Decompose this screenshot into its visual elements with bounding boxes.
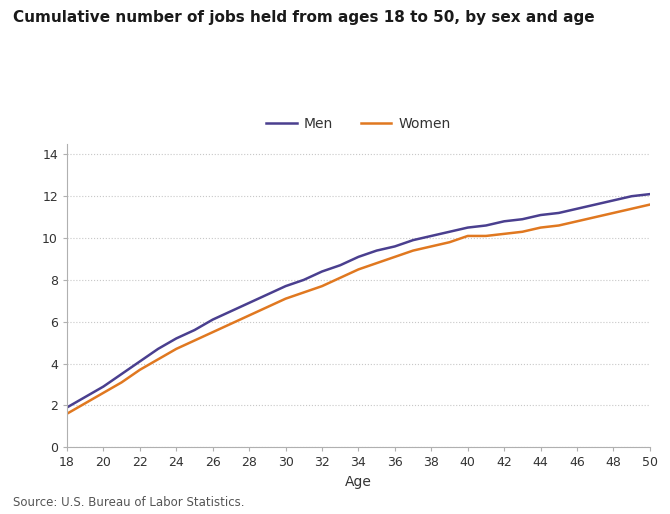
Men — [537, 212, 545, 218]
Men — [573, 206, 581, 212]
Legend: Men, Women: Men, Women — [261, 112, 456, 137]
Men — [209, 317, 217, 323]
Women — [446, 239, 454, 245]
Women — [172, 346, 180, 352]
X-axis label: Age: Age — [345, 475, 372, 489]
Men — [354, 254, 362, 260]
Women — [409, 248, 417, 254]
Men — [482, 223, 490, 229]
Women — [555, 223, 563, 229]
Women — [646, 201, 654, 208]
Women — [190, 337, 198, 343]
Men — [281, 283, 289, 289]
Women — [136, 366, 144, 373]
Men — [190, 327, 198, 333]
Men — [519, 216, 527, 222]
Women — [519, 229, 527, 235]
Men — [81, 394, 89, 400]
Women — [99, 390, 107, 396]
Women — [354, 266, 362, 272]
Women — [281, 296, 289, 302]
Men — [500, 218, 509, 225]
Men — [555, 210, 563, 216]
Women — [427, 243, 436, 249]
Women — [500, 231, 509, 237]
Men — [63, 405, 71, 411]
Men — [446, 229, 454, 235]
Women — [318, 283, 326, 289]
Women — [628, 206, 636, 212]
Men — [227, 308, 235, 315]
Women — [573, 218, 581, 225]
Line: Men: Men — [67, 194, 650, 408]
Men — [318, 268, 326, 274]
Men — [336, 262, 344, 268]
Men — [154, 346, 162, 352]
Women — [482, 233, 490, 239]
Line: Women: Women — [67, 205, 650, 414]
Women — [336, 274, 344, 281]
Women — [263, 304, 271, 310]
Women — [537, 225, 545, 231]
Men — [99, 383, 107, 390]
Women — [591, 214, 599, 220]
Women — [245, 313, 253, 319]
Men — [628, 193, 636, 199]
Men — [409, 237, 417, 243]
Men — [245, 300, 253, 306]
Women — [464, 233, 472, 239]
Women — [154, 356, 162, 362]
Text: Source: U.S. Bureau of Labor Statistics.: Source: U.S. Bureau of Labor Statistics. — [13, 496, 245, 509]
Text: Cumulative number of jobs held from ages 18 to 50, by sex and age: Cumulative number of jobs held from ages… — [13, 10, 595, 25]
Men — [646, 191, 654, 197]
Men — [591, 201, 599, 208]
Men — [610, 197, 618, 204]
Women — [391, 254, 399, 260]
Men — [427, 233, 436, 239]
Women — [610, 210, 618, 216]
Women — [227, 321, 235, 327]
Women — [209, 329, 217, 335]
Women — [63, 411, 71, 417]
Men — [391, 243, 399, 249]
Men — [464, 225, 472, 231]
Men — [263, 291, 271, 298]
Men — [136, 358, 144, 364]
Women — [373, 260, 381, 266]
Men — [373, 248, 381, 254]
Men — [172, 335, 180, 341]
Men — [299, 277, 308, 283]
Women — [299, 289, 308, 296]
Women — [118, 379, 126, 386]
Men — [118, 371, 126, 377]
Women — [81, 400, 89, 407]
